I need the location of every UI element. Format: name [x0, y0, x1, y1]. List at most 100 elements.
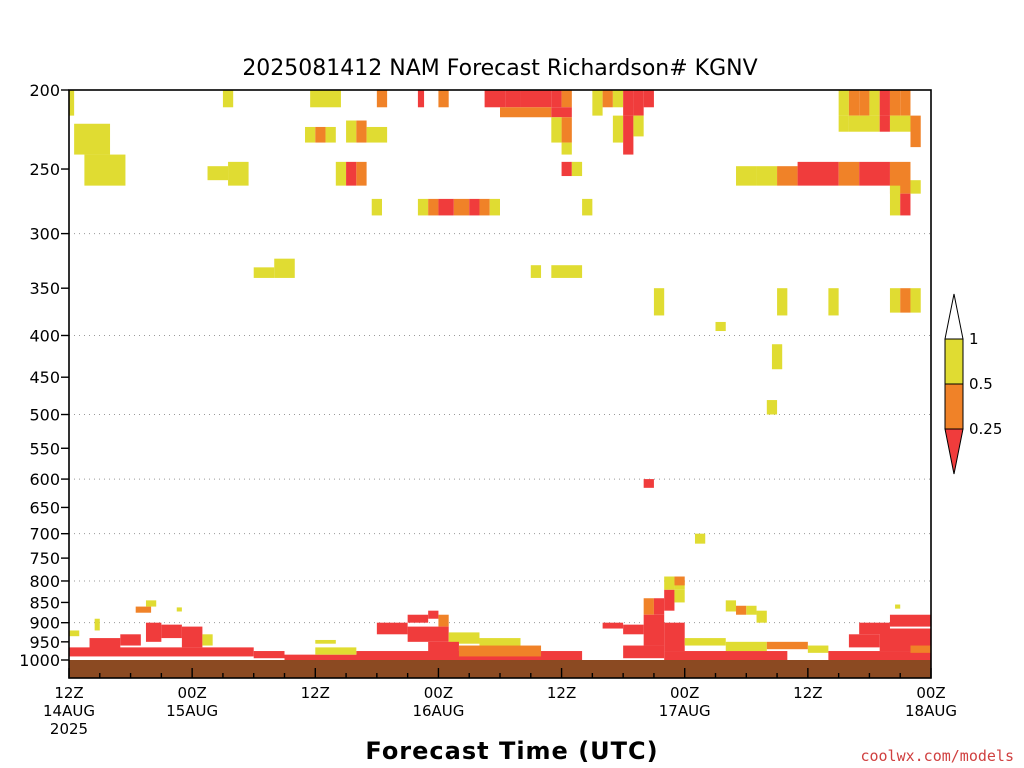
- data-cell: [848, 90, 860, 116]
- data-cell: [120, 634, 141, 646]
- data-cell: [520, 90, 552, 108]
- data-cell: [228, 161, 249, 186]
- x-tick-label: 12Z: [54, 684, 83, 702]
- y-tick-label: 900: [29, 614, 60, 633]
- data-cell: [653, 598, 665, 615]
- data-cell: [489, 198, 500, 216]
- data-cell: [674, 576, 685, 586]
- data-cell: [571, 161, 583, 177]
- data-cell: [910, 645, 931, 653]
- data-cell: [895, 604, 901, 609]
- data-cell: [879, 115, 890, 132]
- data-cell: [438, 198, 454, 216]
- data-cell: [469, 198, 480, 216]
- data-cell: [417, 198, 429, 216]
- data-cell: [777, 288, 788, 316]
- data-cell: [176, 607, 182, 612]
- data-cell: [900, 288, 911, 313]
- y-tick-label: 700: [29, 525, 60, 544]
- y-tick-label: 750: [29, 549, 60, 568]
- data-cell: [371, 198, 382, 216]
- data-cell: [346, 120, 357, 143]
- data-cell: [335, 161, 347, 186]
- data-cell: [145, 622, 162, 642]
- data-cell: [623, 115, 634, 155]
- data-cell: [766, 400, 778, 415]
- data-cell: [69, 90, 75, 116]
- data-cell: [366, 126, 388, 143]
- x-tick-label: 17AUG: [659, 702, 711, 720]
- colorbar-yellow-bin: [944, 338, 964, 385]
- data-cell: [869, 90, 880, 116]
- data-cell: [207, 166, 229, 181]
- data-cell: [838, 90, 849, 116]
- data-cell: [505, 90, 521, 108]
- data-cell: [94, 618, 100, 631]
- data-cell: [602, 622, 624, 629]
- colorbar-orange-bin: [944, 383, 964, 430]
- data-cell: [407, 614, 429, 623]
- data-cell: [777, 166, 798, 186]
- data-cell: [889, 614, 931, 627]
- data-cell: [643, 614, 665, 646]
- data-cell: [612, 90, 624, 108]
- data-cell: [253, 267, 275, 278]
- data-cell: [89, 638, 121, 650]
- data-cell: [438, 90, 449, 108]
- data-cell: [797, 161, 839, 186]
- data-cell: [766, 641, 808, 650]
- y-tick-label: 550: [29, 439, 60, 458]
- y-tick-label: 600: [29, 470, 60, 489]
- x-tick-label: 00Z: [670, 684, 699, 702]
- x-tick-label: 00Z: [916, 684, 945, 702]
- data-cell: [551, 117, 562, 143]
- data-cell: [623, 624, 644, 635]
- data-cell: [479, 198, 490, 216]
- data-cell: [694, 533, 706, 544]
- data-cell: [910, 180, 921, 194]
- data-cell: [879, 90, 890, 116]
- data-cell: [500, 107, 552, 118]
- data-cell: [376, 622, 408, 635]
- data-cell: [684, 638, 726, 646]
- data-cell: [69, 647, 254, 657]
- data-cell: [484, 90, 506, 108]
- data-cell: [664, 589, 675, 611]
- data-cell: [664, 651, 788, 660]
- data-cell: [453, 198, 470, 216]
- data-cell: [623, 90, 634, 116]
- data-cell: [428, 610, 439, 619]
- y-tick-label: 650: [29, 498, 60, 517]
- x-tick-label: 00Z: [177, 684, 206, 702]
- data-cell: [428, 641, 459, 653]
- data-cell: [69, 630, 80, 637]
- colorbar-bottom-arrow: [944, 428, 964, 475]
- data-cell: [859, 622, 890, 635]
- x-tick-label: 18AUG: [905, 702, 957, 720]
- data-cell: [356, 161, 367, 186]
- chart-title: 2025081412 NAM Forecast Richardson# KGNV: [242, 56, 757, 81]
- data-cell: [838, 115, 849, 132]
- data-cell: [561, 117, 572, 143]
- data-cell: [828, 288, 839, 316]
- data-cell: [305, 126, 316, 143]
- y-tick-label: 300: [29, 225, 60, 244]
- data-cell: [889, 288, 901, 313]
- credit-text: coolwx.com/models: [860, 747, 1014, 765]
- data-cell: [664, 576, 675, 590]
- data-cell: [879, 628, 931, 652]
- y-tick-label: 1000: [19, 651, 60, 670]
- data-cell: [602, 90, 613, 108]
- x-tick-label: 2025: [50, 720, 88, 738]
- data-cell: [551, 107, 572, 118]
- y-tick-label: 850: [29, 593, 60, 612]
- data-cell: [771, 344, 783, 370]
- y-tick-label: 950: [29, 633, 60, 652]
- data-cell: [582, 198, 593, 216]
- data-cell: [715, 321, 726, 332]
- data-cell: [181, 626, 203, 648]
- data-cells: [69, 90, 931, 660]
- y-axis-ticks: 200 250 300 350 400 450 500 550 600 650 700 750 800 8…: [19, 81, 69, 670]
- data-cell: [145, 600, 157, 607]
